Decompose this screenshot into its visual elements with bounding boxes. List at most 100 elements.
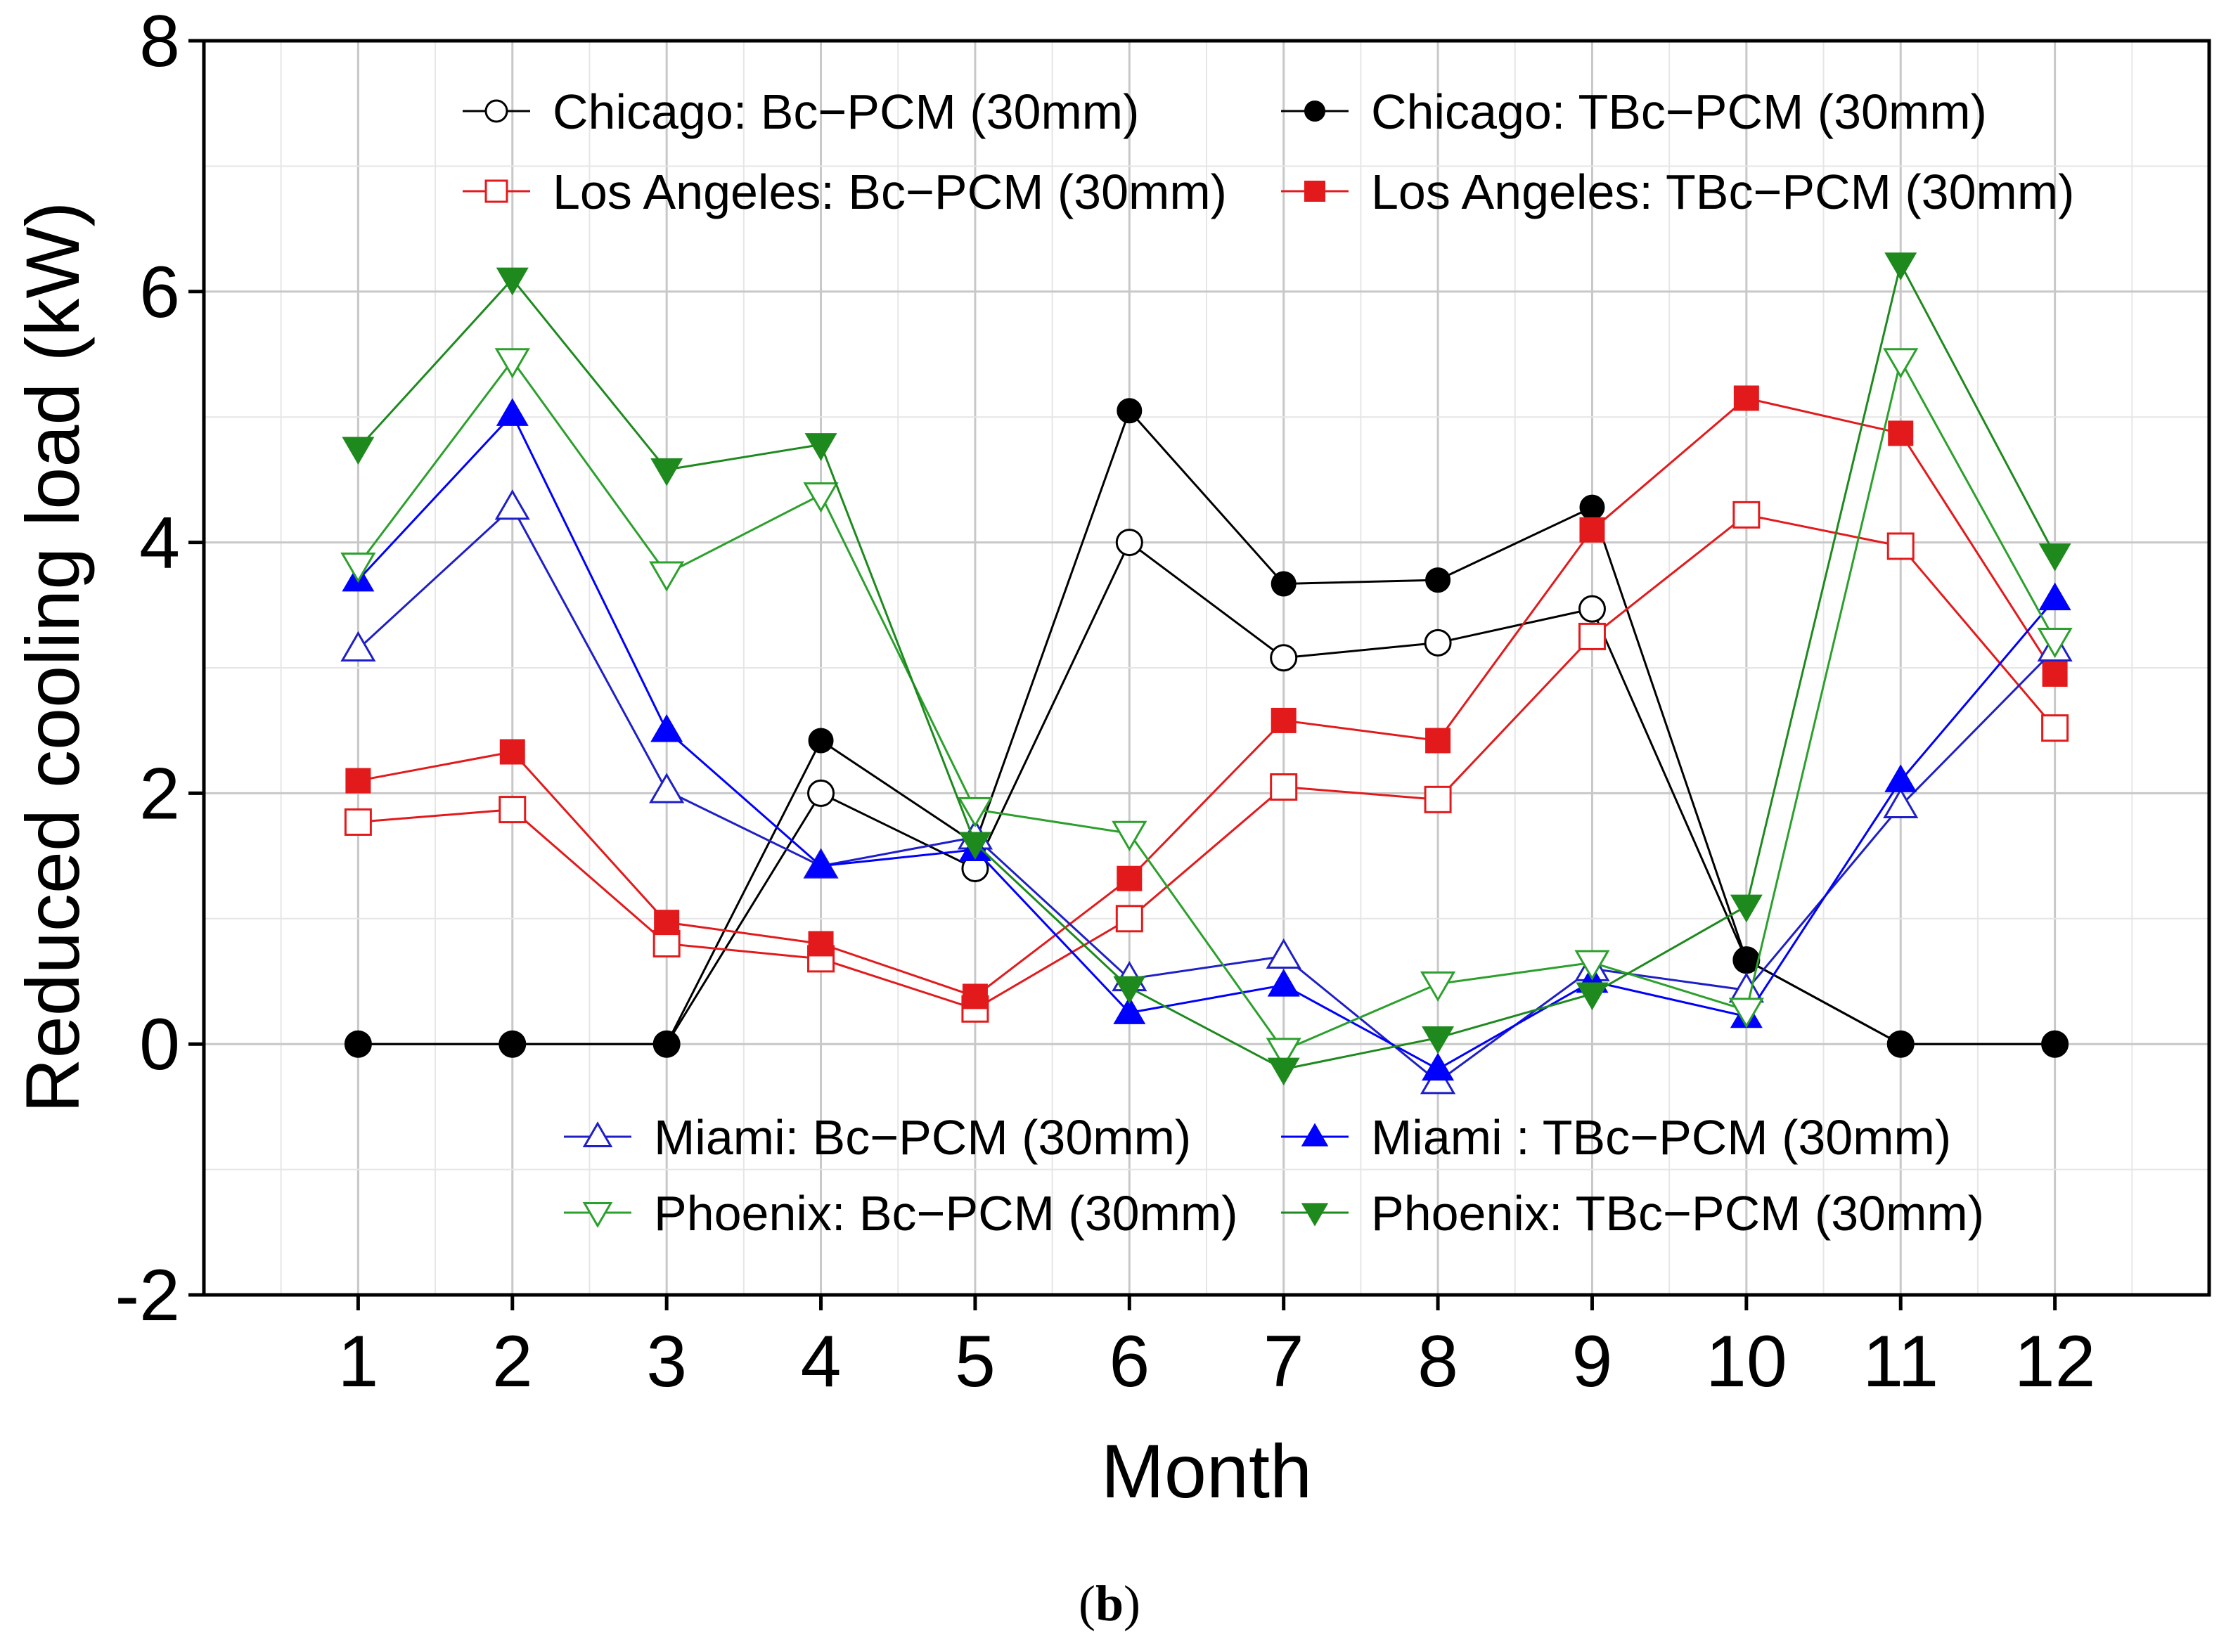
legend-label: Phoenix: Bc−PCM (30mm): [654, 1186, 1238, 1241]
data-point: [804, 849, 837, 878]
series-line: [357, 505, 2056, 1083]
data-point: [496, 398, 529, 426]
data-point: [1420, 971, 1456, 1002]
x-tick-label: 5: [955, 1321, 996, 1402]
legend-marker: [582, 1202, 613, 1228]
x-tick-label: 7: [1263, 1321, 1304, 1402]
x-tick-label: 12: [2014, 1321, 2096, 1402]
data-point: [496, 267, 529, 296]
data-point: [340, 631, 376, 662]
plot-frame: [202, 39, 2211, 1297]
data-point: [1112, 820, 1147, 851]
legend-label: Miami: Bc−PCM (30mm): [654, 1110, 1191, 1165]
data-point: [1576, 982, 1609, 1011]
data-point: [1884, 252, 1917, 280]
data-point: [499, 739, 525, 765]
series-line: [358, 396, 2056, 998]
data-point: [1422, 1026, 1455, 1054]
data-point: [1266, 1038, 1301, 1069]
legend-marker: [1301, 1123, 1329, 1147]
y-tick-label: 2: [139, 753, 180, 834]
series-line: [357, 261, 2056, 1071]
data-point: [345, 768, 371, 794]
data-point: [494, 348, 530, 379]
data-point: [2037, 628, 2073, 659]
legend-label: Chicago: TBc−PCM (30mm): [1371, 84, 1987, 139]
legend-item: Miami: Bc−PCM (30mm): [564, 1110, 1191, 1165]
data-point: [1425, 728, 1451, 754]
panel-label-letter: b: [1095, 1575, 1124, 1632]
data-point: [1883, 348, 1919, 379]
legend-label: Chicago: Bc−PCM (30mm): [553, 84, 1139, 139]
data-point: [1888, 420, 1914, 446]
series-3: [345, 385, 2068, 1009]
data-point: [340, 553, 376, 583]
series-line: [357, 413, 2056, 1071]
data-point: [1267, 969, 1300, 997]
data-point: [2041, 714, 2069, 742]
data-point: [499, 1031, 525, 1057]
data-point: [1422, 1052, 1455, 1081]
legend-label: Phoenix: TBc−PCM (30mm): [1371, 1186, 1984, 1241]
x-tick-label: 2: [492, 1321, 533, 1402]
y-axis-label: Reduced cooling load (kW): [10, 202, 95, 1114]
data-point: [1728, 998, 1764, 1028]
data-point: [342, 437, 375, 465]
legend-item: Chicago: TBc−PCM (30mm): [1281, 84, 1987, 139]
data-point: [499, 796, 527, 824]
data-point: [958, 832, 991, 860]
data-point: [2042, 661, 2068, 687]
x-tick-label: 3: [646, 1321, 687, 1402]
data-point: [1270, 773, 1298, 801]
data-point: [1424, 628, 1452, 657]
grid: [204, 41, 2209, 1295]
data-point: [1424, 785, 1452, 813]
x-tick-label: 11: [1863, 1321, 1938, 1402]
x-axis-label: Month: [1101, 1428, 1312, 1514]
data-point: [650, 714, 683, 742]
data-point: [1117, 865, 1143, 891]
y-tick-label: 6: [139, 252, 180, 333]
data-point: [807, 779, 835, 807]
data-point: [1579, 494, 1605, 520]
data-point: [1884, 764, 1917, 792]
data-point: [344, 808, 372, 836]
legend-marker: [484, 99, 508, 123]
legend-item: Phoenix: Bc−PCM (30mm): [564, 1186, 1238, 1241]
data-point: [1733, 947, 1759, 973]
data-point: [494, 489, 530, 520]
legend-label: Los Angeles: Bc−PCM (30mm): [553, 164, 1227, 219]
legend-item: Miami : TBc−PCM (30mm): [1281, 1110, 1951, 1165]
data-point: [650, 458, 683, 486]
data-point: [1886, 532, 1915, 560]
y-tick-label: -2: [115, 1255, 180, 1336]
series-line: [358, 513, 2056, 1010]
data-point: [2038, 543, 2071, 572]
legend-item: Chicago: Bc−PCM (30mm): [463, 84, 1139, 139]
data-point: [1888, 1031, 1914, 1057]
data-point: [1117, 398, 1143, 424]
panel-label: (b): [1078, 1575, 1140, 1632]
legend-layer: Chicago: Bc−PCM (30mm) Chicago: TBc−PCM (…: [463, 84, 2074, 1241]
legend-item: Los Angeles: TBc−PCM (30mm): [1281, 164, 2074, 219]
legend-label: Los Angeles: TBc−PCM (30mm): [1371, 164, 2074, 219]
x-tick-label: 4: [801, 1321, 842, 1402]
data-point: [1271, 571, 1297, 597]
legend-item: Los Angeles: Bc−PCM (30mm): [463, 164, 1227, 219]
data-point: [1113, 976, 1146, 1005]
series-7: [342, 252, 2071, 1086]
data-point: [1270, 644, 1298, 672]
data-point: [649, 561, 685, 592]
data-point: [1579, 517, 1605, 543]
data-point: [1267, 1057, 1300, 1086]
data-point: [808, 728, 834, 754]
series-line: [357, 357, 2056, 1052]
data-point: [2038, 582, 2071, 611]
legend-marker: [1304, 101, 1325, 122]
data-point: [1113, 996, 1146, 1024]
legend-label: Miami : TBc−PCM (30mm): [1371, 1110, 1951, 1165]
legend-item: Phoenix: TBc−PCM (30mm): [1281, 1186, 1984, 1241]
x-tick-label: 8: [1417, 1321, 1458, 1402]
